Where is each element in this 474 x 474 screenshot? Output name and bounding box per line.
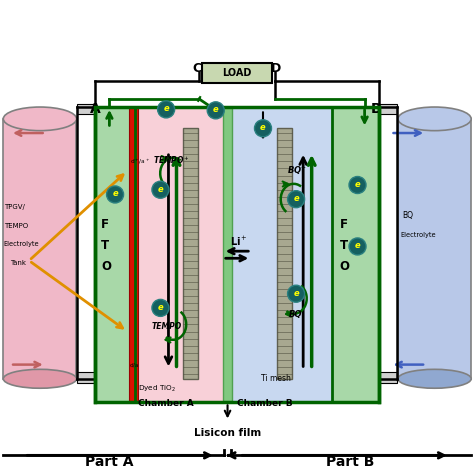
- Text: Electrolyte: Electrolyte: [3, 241, 39, 247]
- Text: Chamber B: Chamber B: [237, 399, 292, 408]
- Text: O: O: [339, 260, 349, 273]
- Text: TEMPO: TEMPO: [152, 322, 182, 331]
- Text: F: F: [101, 218, 109, 230]
- Text: A: A: [90, 102, 100, 116]
- Ellipse shape: [3, 369, 76, 388]
- Text: e: e: [164, 104, 169, 113]
- Text: d/a: d/a: [130, 363, 139, 368]
- Text: BQ$^{-}$: BQ$^{-}$: [287, 164, 307, 176]
- Text: C: C: [192, 62, 201, 74]
- Circle shape: [288, 191, 305, 208]
- Bar: [77, 104, 95, 114]
- Text: B: B: [370, 102, 381, 116]
- Text: BQ: BQ: [402, 211, 413, 220]
- Circle shape: [152, 181, 169, 198]
- Text: d$^+$/a$^+$: d$^+$/a$^+$: [130, 157, 150, 166]
- Bar: [232, 107, 331, 402]
- Bar: [95, 107, 136, 402]
- Text: e: e: [293, 289, 299, 298]
- Bar: [3, 119, 76, 379]
- Text: e: e: [260, 123, 266, 132]
- Bar: [223, 107, 232, 402]
- Bar: [331, 107, 379, 402]
- Text: e: e: [158, 185, 163, 194]
- Text: e: e: [213, 105, 219, 114]
- Circle shape: [288, 285, 305, 302]
- Circle shape: [349, 238, 366, 255]
- Circle shape: [207, 102, 224, 119]
- Text: e: e: [158, 303, 163, 312]
- Text: Li$^+$: Li$^+$: [230, 235, 248, 247]
- Ellipse shape: [398, 107, 471, 131]
- Circle shape: [107, 186, 124, 203]
- Bar: [379, 372, 397, 383]
- Text: Tank: Tank: [10, 260, 26, 266]
- Text: Dyed TiO$_2$: Dyed TiO$_2$: [138, 383, 176, 394]
- Bar: [182, 128, 198, 379]
- Text: F: F: [339, 218, 347, 230]
- Bar: [136, 107, 223, 402]
- Bar: [379, 104, 397, 114]
- Circle shape: [349, 176, 366, 193]
- Text: LOAD: LOAD: [222, 68, 252, 78]
- Text: Part A: Part A: [85, 455, 134, 469]
- Bar: [129, 107, 138, 402]
- Text: T: T: [101, 239, 109, 252]
- Text: TPGV/: TPGV/: [4, 204, 25, 210]
- Text: Electrolyte: Electrolyte: [400, 232, 436, 238]
- Bar: [277, 128, 292, 379]
- FancyBboxPatch shape: [202, 63, 272, 83]
- Text: Lisicon film: Lisicon film: [194, 428, 261, 438]
- Ellipse shape: [3, 107, 76, 131]
- Text: T: T: [339, 239, 348, 252]
- Text: TEMPO$^{+}$: TEMPO$^{+}$: [153, 154, 189, 166]
- Circle shape: [152, 300, 169, 317]
- Bar: [95, 107, 379, 402]
- Text: Ti mesh: Ti mesh: [261, 374, 291, 383]
- Text: e: e: [355, 241, 360, 250]
- Text: TEMPO: TEMPO: [4, 223, 28, 228]
- Text: D: D: [271, 62, 281, 74]
- Text: e: e: [355, 180, 360, 189]
- Text: BQ: BQ: [289, 310, 302, 319]
- Circle shape: [255, 120, 272, 137]
- Ellipse shape: [398, 369, 471, 388]
- Bar: [77, 372, 95, 383]
- Text: e: e: [293, 194, 299, 203]
- Text: Part B: Part B: [326, 455, 374, 469]
- Text: O: O: [101, 260, 111, 273]
- Circle shape: [157, 101, 174, 118]
- Text: Chamber A: Chamber A: [138, 399, 193, 408]
- Bar: [398, 119, 471, 379]
- Text: e: e: [112, 190, 118, 199]
